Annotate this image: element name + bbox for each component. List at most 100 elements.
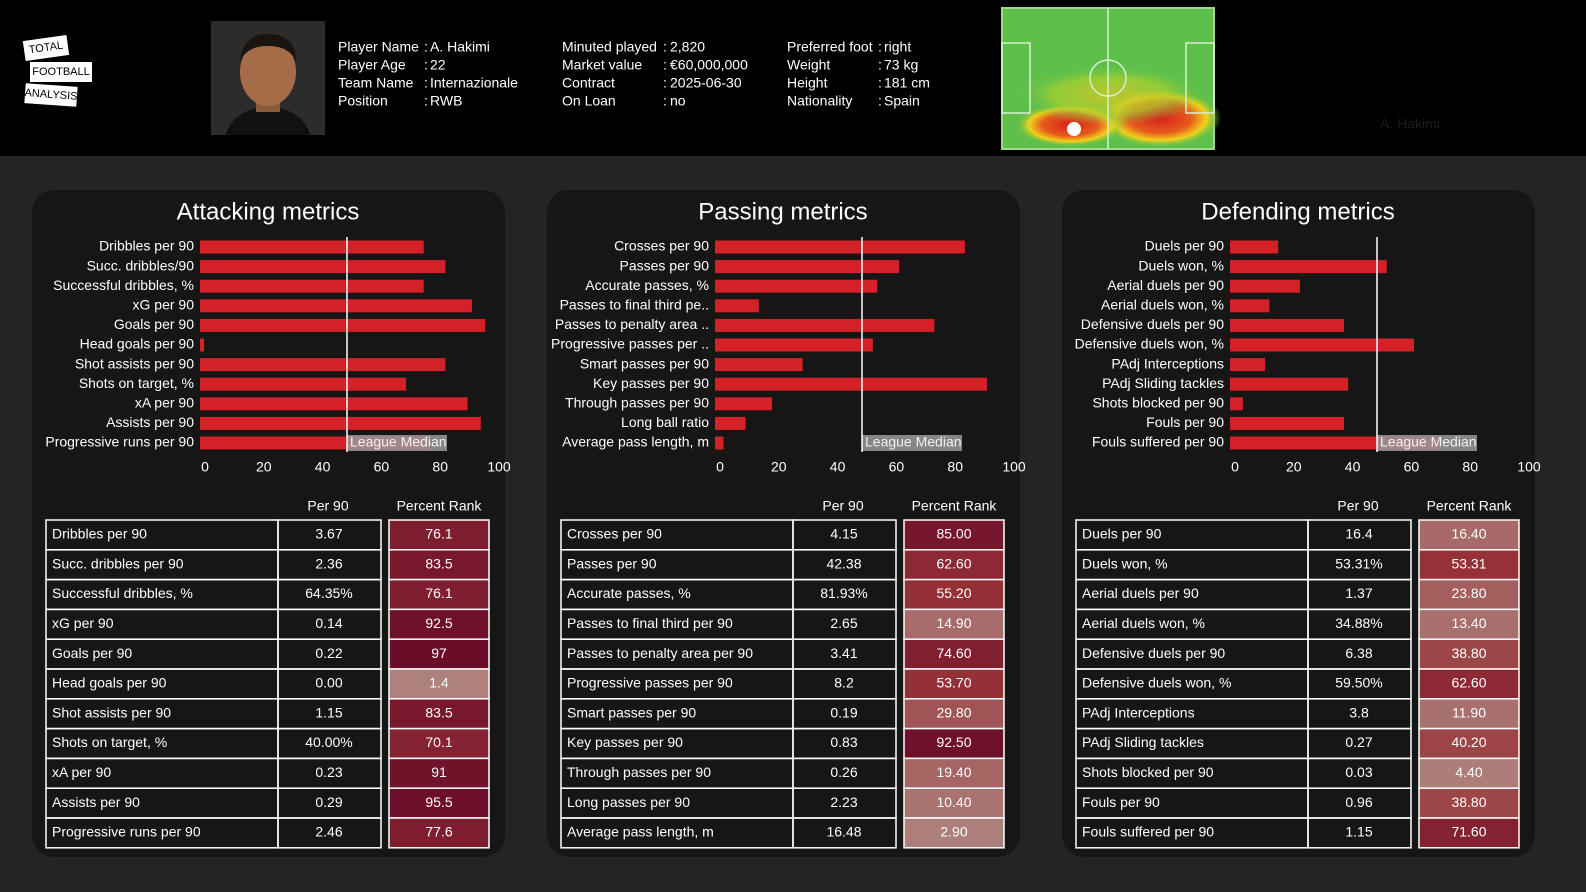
x-tick-label: 80 [432, 459, 448, 475]
heatmap [1001, 7, 1222, 150]
photo-face [240, 38, 296, 106]
bar [715, 436, 724, 450]
rank-value: 92.5 [425, 615, 452, 631]
bar [715, 299, 759, 313]
per90-value: 0.03 [1345, 764, 1372, 780]
per90-value: 3.41 [830, 645, 857, 661]
rank-value: 19.40 [936, 764, 971, 780]
per90-value: 2.36 [315, 555, 342, 571]
info-value: Internazionale [430, 75, 518, 91]
logo: TOTAL FOOTBALL ANALYSIS [22, 35, 92, 107]
x-tick-label: 40 [830, 459, 846, 475]
bar [200, 338, 205, 352]
rank-value: 74.60 [936, 645, 971, 661]
info-label: Market value [562, 57, 642, 73]
info-value: no [670, 93, 686, 109]
column-header: Percent Rank [912, 498, 998, 514]
per90-value: 0.19 [830, 704, 857, 720]
median-label-bg [1377, 435, 1477, 451]
info-label: On Loan [562, 93, 616, 109]
chart-title: Passing metrics [698, 198, 867, 225]
rank-value: 23.80 [1451, 585, 1486, 601]
info-value: 22 [430, 57, 446, 73]
logo-box [30, 62, 92, 82]
bar-label: PAdj Sliding tackles [1102, 375, 1224, 391]
logo-text: ANALYSIS [24, 87, 78, 103]
info-value: A. Hakimi [430, 39, 490, 55]
bar [1230, 416, 1345, 430]
info-separator: : [663, 39, 667, 55]
bar-label: Goals per 90 [114, 316, 194, 332]
per90-value: 6.38 [1345, 645, 1372, 661]
bar [1230, 377, 1349, 391]
bar-label: Fouls suffered per 90 [1092, 434, 1224, 450]
per90-value: 40.00% [305, 734, 352, 750]
x-tick-label: 80 [947, 459, 963, 475]
per90-value: 59.50% [1335, 675, 1382, 691]
photo-hair [240, 34, 296, 62]
bar-label: Shots blocked per 90 [1092, 395, 1224, 411]
per90-value: 2.65 [830, 615, 857, 631]
info-value: 2025-06-30 [670, 75, 742, 91]
bar-label: Defensive duels per 90 [1081, 316, 1224, 332]
x-tick-label: 20 [771, 459, 787, 475]
bar-label: Average pass length, m [562, 434, 709, 450]
rank-value: 40.20 [1451, 734, 1486, 750]
x-tick-label: 100 [1517, 459, 1541, 475]
rank-cell [1418, 727, 1520, 760]
rank-cell [903, 757, 1005, 789]
info-separator: : [424, 75, 428, 91]
per90-value: 3.8 [1349, 704, 1369, 720]
metric-name: Shots blocked per 90 [1082, 764, 1214, 780]
per90-value: 81.93% [820, 585, 867, 601]
info-separator: : [424, 39, 428, 55]
table-cell [277, 817, 382, 849]
metric-name: Defensive duels won, % [1082, 675, 1231, 691]
bar [1230, 299, 1270, 313]
rank-value: 4.40 [1455, 764, 1482, 780]
bar [200, 416, 481, 430]
bar [1230, 260, 1387, 274]
per90-value: 0.14 [315, 615, 342, 631]
per90-value: 0.22 [315, 645, 342, 661]
x-tick-label: 20 [1286, 459, 1302, 475]
rank-cell [1418, 817, 1520, 849]
x-tick-label: 80 [1462, 459, 1478, 475]
pitch-line [1001, 42, 1031, 114]
bar-label: xG per 90 [133, 297, 195, 313]
metric-name: Fouls suffered per 90 [1082, 824, 1214, 840]
rank-cell [903, 787, 1005, 819]
metric-name: Duels won, % [1082, 555, 1168, 571]
median-label-bg [862, 435, 962, 451]
column-header: Percent Rank [1427, 498, 1513, 514]
metric-name: Dribbles per 90 [52, 526, 147, 542]
rank-value: 77.6 [425, 824, 452, 840]
rank-value: 85.00 [936, 526, 971, 542]
rank-cell [388, 757, 490, 789]
rank-cell [903, 549, 1005, 581]
bar-label: Successful dribbles, % [53, 277, 194, 293]
rank-value: 38.80 [1451, 645, 1486, 661]
info-separator: : [878, 75, 882, 91]
median-label-bg [347, 435, 447, 451]
rank-value: 92.50 [936, 734, 971, 750]
rank-value: 76.1 [425, 526, 452, 542]
bar-label: Assists per 90 [106, 414, 194, 430]
per90-value: 0.29 [315, 794, 342, 810]
bar [715, 318, 935, 332]
bar [1230, 358, 1265, 372]
rank-value: 29.80 [936, 704, 971, 720]
rank-cell [1418, 608, 1520, 640]
bar [200, 260, 446, 274]
bar-label: Accurate passes, % [585, 277, 709, 293]
rank-value: 16.40 [1451, 526, 1486, 542]
info-separator: : [663, 93, 667, 109]
rank-value: 91 [431, 764, 447, 780]
bar [200, 299, 472, 313]
rank-value: 10.40 [936, 794, 971, 810]
bar [715, 338, 873, 352]
x-tick-label: 100 [487, 459, 511, 475]
heat-zone [1015, 65, 1205, 125]
x-tick-label: 100 [1002, 459, 1026, 475]
